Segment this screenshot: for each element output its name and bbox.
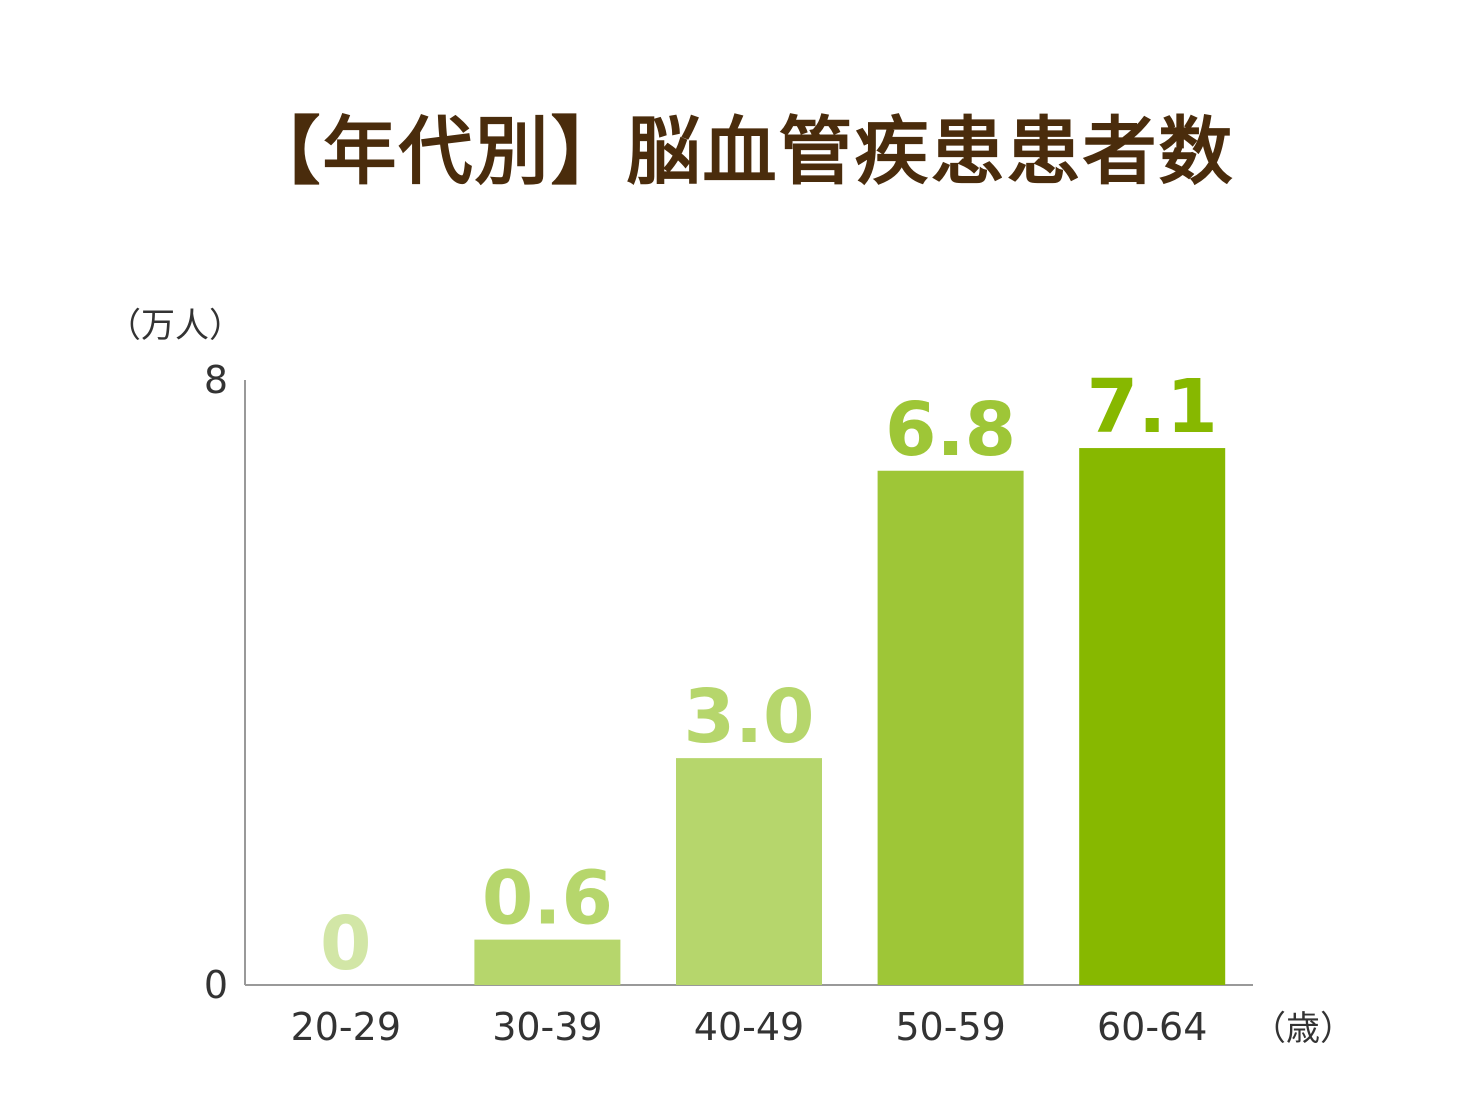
bar-30-39: [474, 939, 621, 985]
x-tick-label-40-49: 40-49: [694, 1005, 804, 1049]
y-tick-label: 0: [204, 963, 228, 1007]
x-axis-unit-label: （歳）: [1252, 1009, 1354, 1049]
x-tick-label-20-29: 20-29: [291, 1005, 401, 1049]
value-label-50-59: 6.8: [885, 387, 1016, 473]
value-label-20-29: 0: [320, 901, 372, 987]
x-tick-labels: 20-29 30-39 40-49 50-59 60-64: [291, 1005, 1208, 1049]
x-tick-label-50-59: 50-59: [895, 1005, 1005, 1049]
y-axis-unit-label: （万人）: [107, 306, 243, 346]
value-label-40-49: 3.0: [683, 674, 814, 760]
y-tick-label: 8: [204, 358, 228, 402]
value-labels: 0 0.6 3.0 6.8 7.1: [320, 364, 1218, 987]
chart-title: 【年代別】脳血管疾患患者数: [246, 109, 1235, 195]
x-tick-label-60-64: 60-64: [1097, 1005, 1207, 1049]
y-tick-labels: 08: [204, 358, 228, 1007]
value-label-30-39: 0.6: [482, 856, 613, 942]
bar-60-64: [1079, 448, 1226, 985]
value-label-60-64: 7.1: [1087, 364, 1218, 450]
x-tick-label-30-39: 30-39: [492, 1005, 602, 1049]
bar-40-49: [676, 758, 822, 985]
bars: [474, 448, 1226, 985]
bar-50-59: [877, 470, 1024, 985]
